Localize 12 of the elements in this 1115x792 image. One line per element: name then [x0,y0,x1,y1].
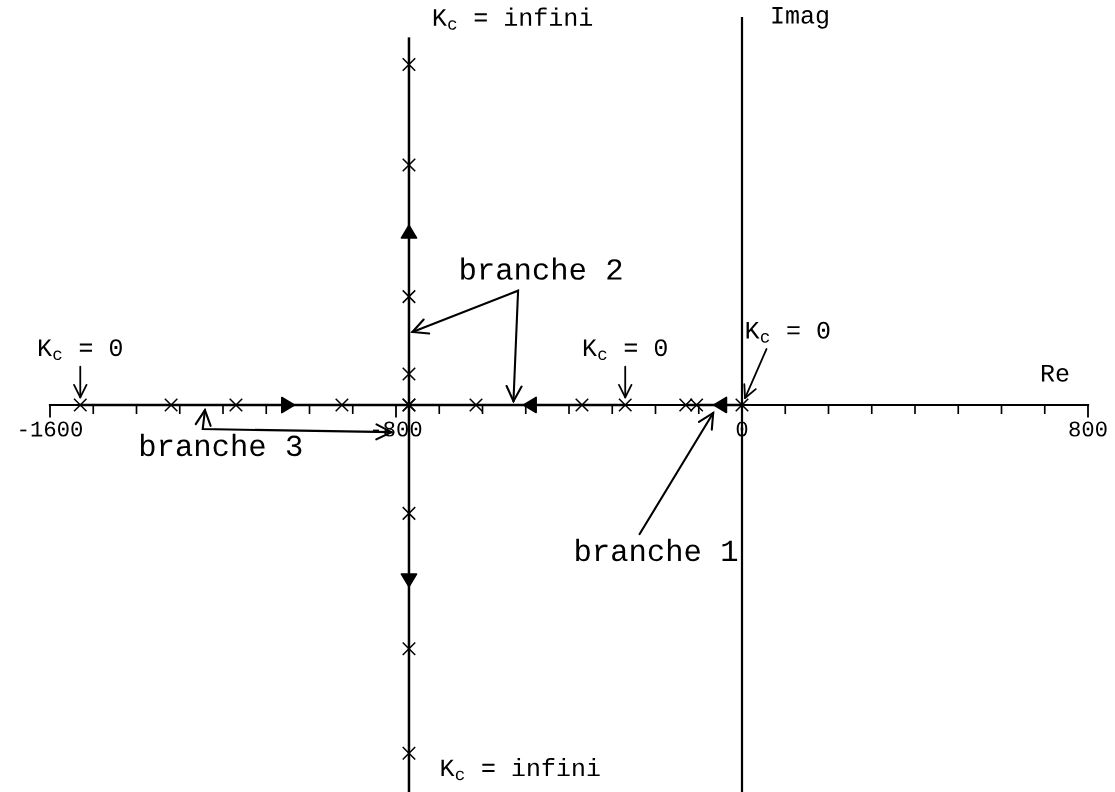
annotation: K$_{c}$ = 0 [746,321,830,343]
legend-label: branche 3 [140,433,302,457]
x-axis-title: Re [1041,365,1069,382]
x-tick-label: 800 [1069,421,1107,437]
annotation: K$_{c}$ = 0 [583,339,667,361]
annotation: K$_{c}$ = infini [433,7,593,30]
y-axis-title: Imag [772,7,828,29]
annotation: K$_{c}$ = infini [441,757,600,781]
x-tick-label: -1600 [20,421,82,437]
annotation: K$_{c}$ = 0 [39,339,122,361]
text: branche 1 [576,538,738,562]
series-label: branche 2 [461,257,622,280]
